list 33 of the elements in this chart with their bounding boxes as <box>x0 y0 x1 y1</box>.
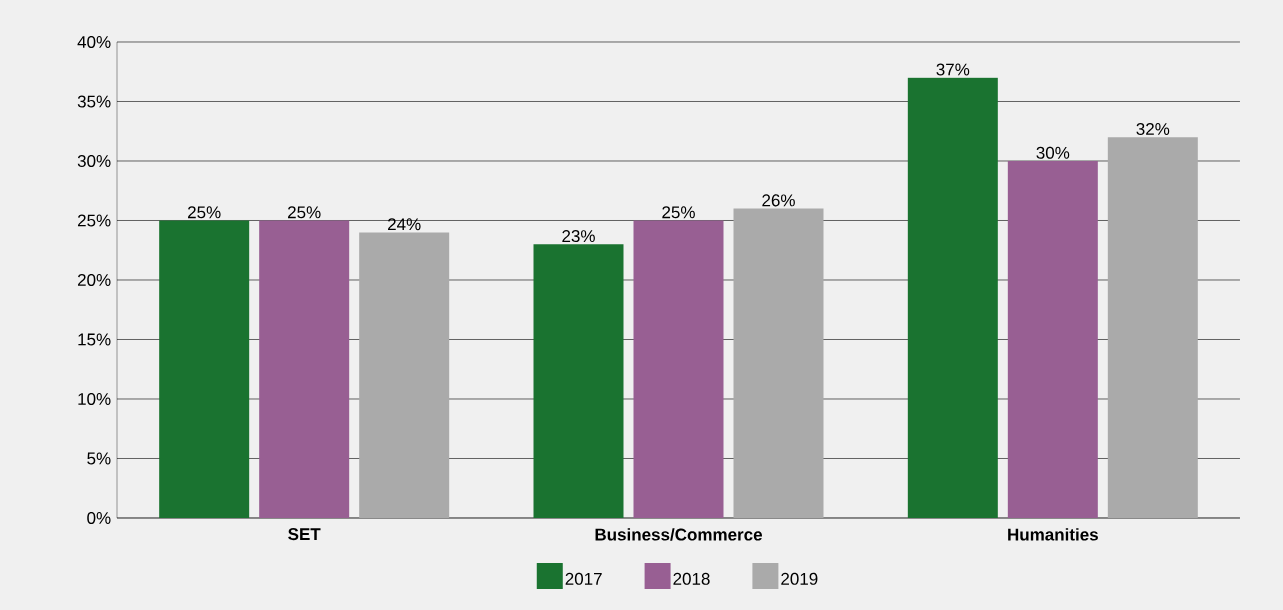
data-label: 37% <box>936 63 970 76</box>
legend-label: 2018 <box>673 572 710 585</box>
data-label: 25% <box>188 206 221 219</box>
data-label: 23% <box>562 230 595 243</box>
legend-label: 2019 <box>781 572 818 585</box>
data-label: 30% <box>1036 146 1070 159</box>
y-tick-label: 40% <box>77 35 111 49</box>
bar <box>259 220 350 518</box>
data-label: 32% <box>1136 122 1170 135</box>
y-tick-label: 15% <box>78 333 111 346</box>
y-tick-label: 10% <box>78 392 111 406</box>
bar <box>907 77 998 518</box>
bar <box>533 244 624 518</box>
data-label: 25% <box>662 206 695 219</box>
x-tick-label: Business/Commerce <box>595 528 762 541</box>
bar <box>159 220 250 518</box>
bar <box>1107 137 1198 518</box>
data-label: 24% <box>388 218 421 231</box>
data-label: 25% <box>288 206 321 219</box>
y-tick-label: 30% <box>77 154 111 168</box>
bar <box>733 208 824 518</box>
y-tick-label: 20% <box>77 273 111 287</box>
y-tick-label: 35% <box>77 95 111 108</box>
bar <box>1007 161 1098 518</box>
y-tick-label: 5% <box>87 452 111 465</box>
x-tick-label: SET <box>288 528 321 541</box>
legend-label: 2017 <box>565 572 602 585</box>
data-label: 26% <box>762 194 795 207</box>
bar <box>633 220 724 518</box>
x-tick-label: Humanities <box>1008 528 1098 541</box>
y-tick-label: 25% <box>77 214 111 227</box>
y-tick-label: 0% <box>87 511 111 525</box>
bar <box>359 232 450 518</box>
